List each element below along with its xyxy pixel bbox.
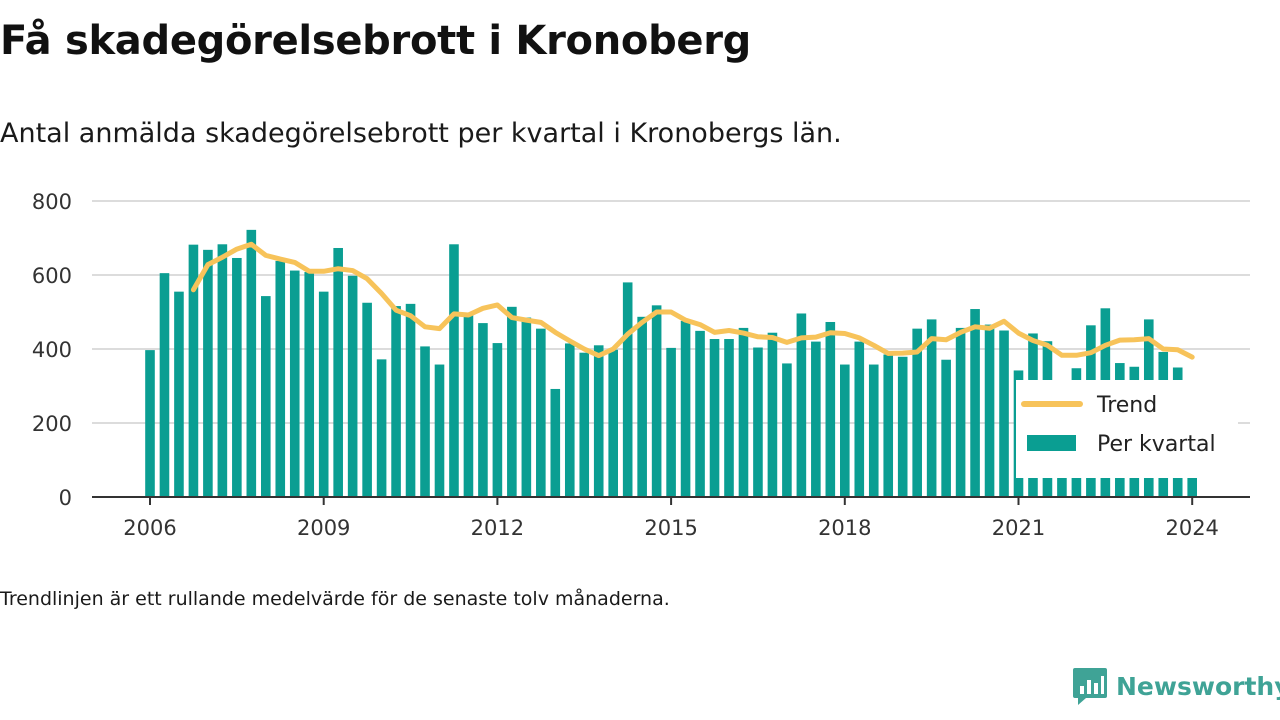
bar: [521, 317, 532, 497]
bar: [203, 249, 213, 497]
bar: [593, 345, 604, 497]
legend: Trend Per kvartal: [1016, 380, 1238, 478]
bar: [376, 359, 387, 497]
brand-name: Newsworthy: [1116, 671, 1280, 701]
bar: [941, 359, 951, 497]
y-tick-label: 400: [32, 338, 72, 362]
brand-logo: Newsworthy: [1072, 664, 1280, 708]
bar: [391, 306, 401, 497]
bar: [246, 229, 257, 498]
newsworthy-icon: [1073, 668, 1107, 705]
bar: [159, 273, 170, 497]
bar: [536, 328, 546, 497]
chart-title: Få skadegörelsebrott i Kronoberg: [0, 18, 752, 64]
bar: [854, 341, 865, 497]
x-tick-label: 2012: [471, 516, 524, 540]
bar: [304, 272, 315, 497]
bar: [709, 339, 720, 497]
bar: [463, 314, 474, 497]
bar: [970, 309, 980, 497]
bar: [695, 330, 705, 497]
trend-line: [190, 241, 1195, 360]
bar: [145, 350, 155, 497]
trend-series: [190, 241, 1195, 360]
legend-bars-label: Per kvartal: [1097, 432, 1216, 457]
bar: [275, 260, 286, 497]
bar: [868, 364, 879, 497]
bar: [796, 313, 807, 497]
bar: [232, 257, 242, 497]
bar: [767, 332, 778, 497]
bar: [912, 328, 922, 497]
x-axis: 2006 2009 2012 2015 2018 2021 2024: [92, 496, 1250, 540]
bar: [840, 364, 850, 497]
legend-trend-label: Trend: [1096, 393, 1157, 418]
x-tick-label: 2024: [1165, 516, 1218, 540]
bar: [825, 321, 836, 497]
y-tick-label: 800: [32, 190, 72, 214]
y-tick-label: 0: [59, 486, 72, 510]
footnote: Trendlinjen är ett rullande medelvärde f…: [0, 588, 670, 610]
bar: [420, 346, 430, 497]
bar: [622, 282, 633, 497]
bar: [188, 244, 199, 497]
bar: [999, 330, 1009, 497]
y-axis-ticks: 0 200 400 600 800: [32, 190, 72, 510]
bar: [449, 244, 459, 497]
bar: [753, 347, 763, 497]
x-tick-label: 2021: [992, 516, 1045, 540]
bar: [318, 291, 329, 497]
bar: [174, 291, 184, 497]
bar: [955, 327, 966, 497]
bar: [405, 303, 416, 497]
x-tick-label: 2018: [818, 516, 871, 540]
y-tick-label: 200: [32, 412, 72, 436]
bar: [984, 324, 995, 497]
x-tick-label: 2009: [297, 516, 350, 540]
bar: [434, 364, 445, 497]
y-tick-label: 600: [32, 264, 72, 288]
x-tick-label: 2015: [644, 516, 697, 540]
bar: [651, 305, 662, 497]
bar: [507, 306, 517, 497]
bar: [897, 356, 908, 497]
bar: [608, 349, 618, 497]
bar: [724, 339, 734, 497]
bar: [217, 244, 228, 497]
bar: [811, 341, 821, 497]
bar: [680, 320, 691, 497]
bar: [782, 363, 792, 497]
bar: [492, 343, 503, 497]
bar: [333, 247, 343, 497]
bar: [347, 275, 358, 497]
bar: [478, 323, 488, 497]
x-tick-label: 2006: [123, 516, 176, 540]
bar: [637, 316, 647, 497]
bar: [261, 296, 271, 497]
bar: [738, 327, 749, 497]
bar: [362, 302, 372, 497]
bar: [883, 354, 894, 497]
chart-subtitle: Antal anmälda skadegörelsebrott per kvar…: [0, 118, 842, 149]
bar: [564, 343, 575, 497]
legend-background: [1016, 380, 1238, 478]
bar: [666, 347, 676, 497]
bar: [289, 270, 300, 497]
bar: [926, 319, 937, 497]
legend-bars-swatch: [1027, 435, 1076, 451]
bar: [550, 388, 561, 497]
bar: [579, 352, 590, 497]
